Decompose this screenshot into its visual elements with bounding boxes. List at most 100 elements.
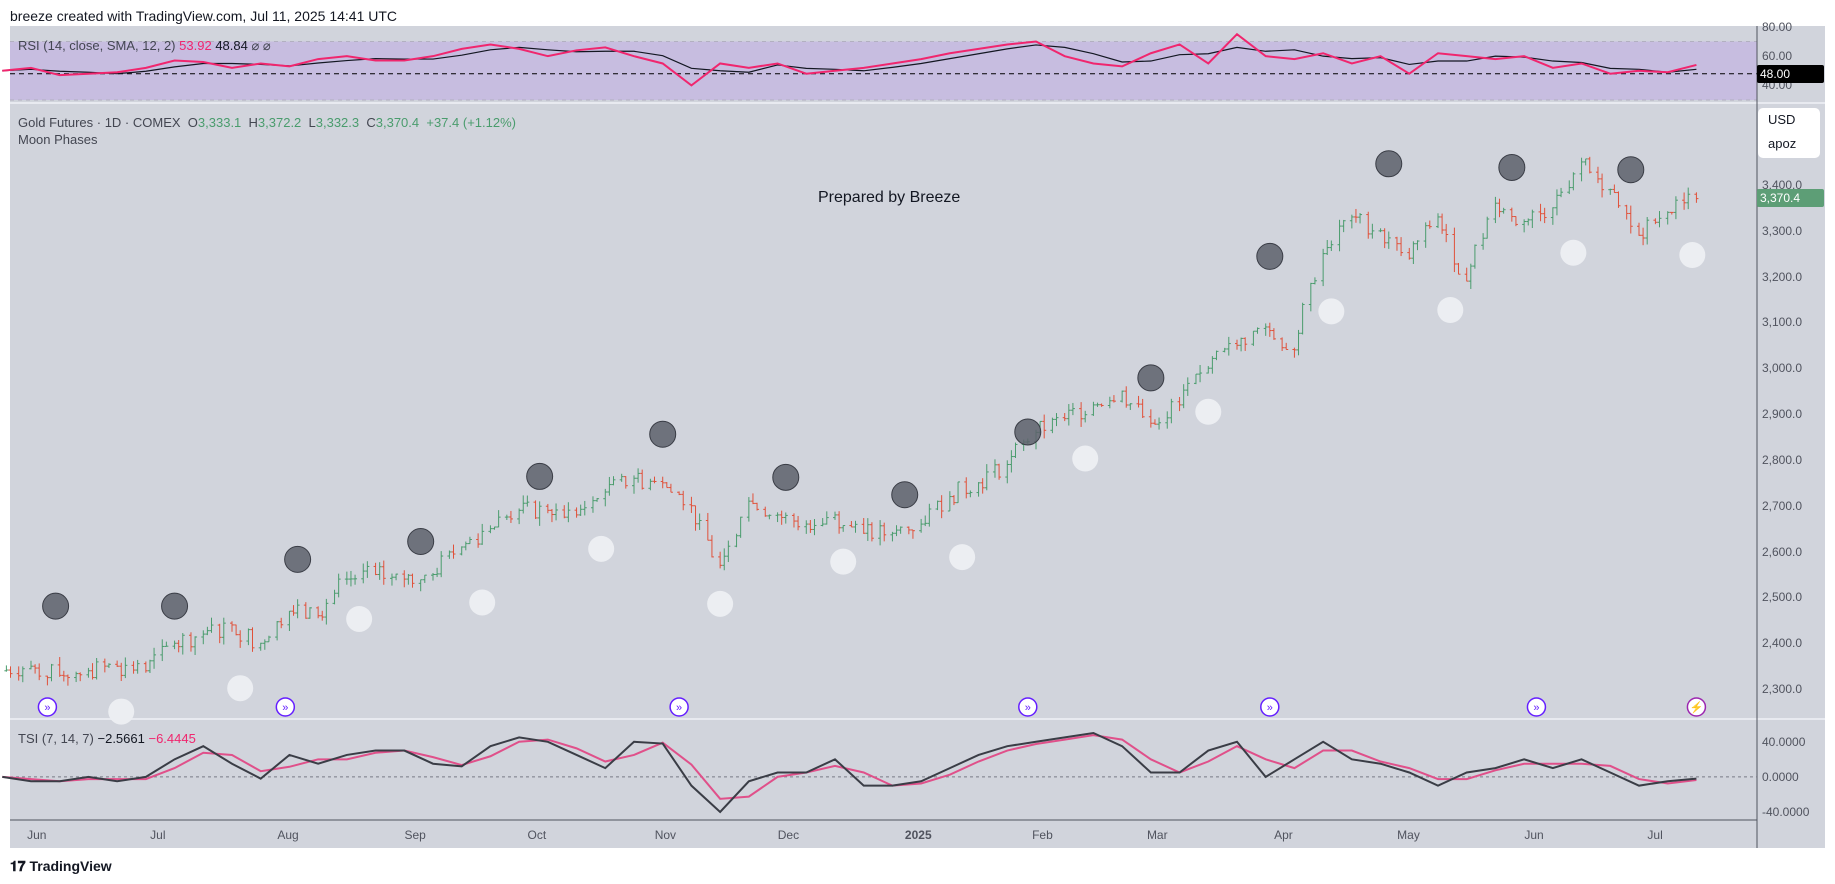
lightning-icon[interactable]: ⚡ [1686, 697, 1707, 717]
price-tick-label: 2,500.0 [1762, 590, 1803, 605]
price-bar [1497, 198, 1502, 218]
full-moon-icon[interactable] [1679, 241, 1706, 268]
new-moon-icon[interactable] [1617, 156, 1645, 184]
new-moon-icon[interactable] [161, 592, 189, 620]
new-moon-icon[interactable] [42, 592, 70, 620]
price-bar [1669, 211, 1674, 215]
full-moon-icon[interactable] [108, 698, 135, 725]
full-moon-icon[interactable] [1437, 297, 1464, 324]
price-bar [1222, 347, 1227, 353]
price-bar [1407, 247, 1412, 260]
price-bar [1271, 328, 1276, 340]
price-bar [623, 476, 628, 489]
currency-unit-box[interactable]: USD apoz [1758, 108, 1820, 158]
new-moon-icon[interactable] [1375, 150, 1403, 178]
price-bar [566, 502, 571, 523]
price-bar [1083, 410, 1088, 423]
event-arrow-icon[interactable]: » [1526, 697, 1547, 717]
price-bar [1009, 450, 1014, 473]
price-axis[interactable] [1757, 26, 1825, 848]
price-bar [324, 598, 329, 625]
price-bar [1296, 329, 1301, 356]
symbol-name[interactable]: Gold Futures · 1D · COMEX [18, 115, 181, 130]
price-bar [841, 525, 846, 532]
price-bar [1177, 396, 1182, 412]
price-bar [115, 660, 120, 667]
event-arrow-icon[interactable]: » [669, 697, 689, 717]
price-bar [164, 641, 169, 647]
price-bar [1079, 402, 1084, 427]
price-bar [33, 664, 38, 674]
new-moon-icon[interactable] [1137, 364, 1165, 392]
svg-text:»: » [44, 702, 50, 714]
full-moon-icon[interactable] [346, 605, 373, 632]
event-arrow-icon[interactable]: » [1260, 697, 1280, 717]
new-moon-icon[interactable] [649, 420, 677, 448]
price-bar [947, 491, 952, 512]
price-bar [865, 518, 870, 541]
full-moon-icon[interactable] [1318, 298, 1345, 325]
rsi-value: 53.92 [179, 38, 212, 53]
rsi-band [10, 41, 1757, 101]
svg-text:⚡: ⚡ [1690, 701, 1704, 714]
event-arrow-icon[interactable]: » [275, 697, 296, 717]
price-bar [533, 500, 538, 520]
price-bar [951, 495, 956, 506]
new-moon-icon[interactable] [1014, 418, 1042, 446]
full-moon-icon[interactable] [588, 535, 615, 562]
price-tick-label: 2,400.0 [1762, 636, 1803, 651]
price-bar [1054, 413, 1059, 427]
price-bar [135, 659, 140, 674]
full-moon-icon[interactable] [707, 590, 734, 617]
price-bar [57, 657, 62, 677]
new-moon-icon[interactable] [1256, 242, 1284, 270]
new-moon-icon[interactable] [1498, 153, 1526, 181]
price-bar [402, 570, 407, 588]
price-bar [160, 639, 165, 662]
price-bar [750, 493, 755, 505]
price-bar [525, 495, 530, 507]
price-bar [869, 522, 874, 542]
new-moon-icon[interactable] [284, 545, 312, 573]
price-bar [927, 503, 932, 527]
price-bar [1538, 203, 1543, 222]
full-moon-icon[interactable] [227, 675, 254, 702]
tsi-signal-value: −6.4445 [148, 731, 196, 746]
price-bar [262, 639, 267, 650]
full-moon-icon[interactable] [1195, 398, 1222, 425]
price-bar [336, 573, 341, 598]
full-moon-icon[interactable] [949, 544, 976, 571]
full-moon-icon[interactable] [469, 589, 496, 616]
tsi-tick-label: 0.0000 [1762, 769, 1799, 784]
event-arrow-icon[interactable]: » [37, 697, 58, 717]
moon-phases-legend[interactable]: Moon Phases [18, 132, 98, 147]
price-bar [853, 520, 858, 533]
new-moon-icon[interactable] [891, 481, 919, 509]
price-bar [997, 463, 1002, 480]
currency-label[interactable]: USD [1768, 112, 1796, 127]
unit-label[interactable]: apoz [1768, 136, 1797, 151]
price-bar [1653, 218, 1658, 225]
new-moon-icon[interactable] [526, 462, 554, 490]
price-bar [389, 573, 394, 586]
full-moon-icon[interactable] [830, 548, 857, 575]
new-moon-icon[interactable] [772, 463, 800, 491]
price-bar [1628, 205, 1633, 234]
new-moon-icon[interactable] [407, 527, 435, 555]
full-moon-icon[interactable] [1560, 239, 1587, 266]
price-bar [1152, 419, 1157, 425]
event-arrow-icon[interactable]: » [1018, 697, 1038, 717]
full-moon-icon[interactable] [1072, 445, 1099, 472]
price-bar [878, 520, 883, 546]
rsi-legend: RSI (14, close, SMA, 12, 2) 53.92 48.84 … [18, 38, 271, 54]
price-bar [611, 476, 616, 486]
price-bar [1657, 211, 1662, 228]
price-bar [1136, 395, 1141, 408]
price-bar [508, 510, 513, 523]
price-bar [1612, 184, 1617, 194]
svg-text:»: » [1533, 702, 1539, 714]
price-bar [919, 518, 924, 533]
tsi-label: TSI (7, 14, 7) [18, 731, 94, 746]
tradingview-logo[interactable]: 𝟏𝟕 TradingView [10, 858, 112, 874]
